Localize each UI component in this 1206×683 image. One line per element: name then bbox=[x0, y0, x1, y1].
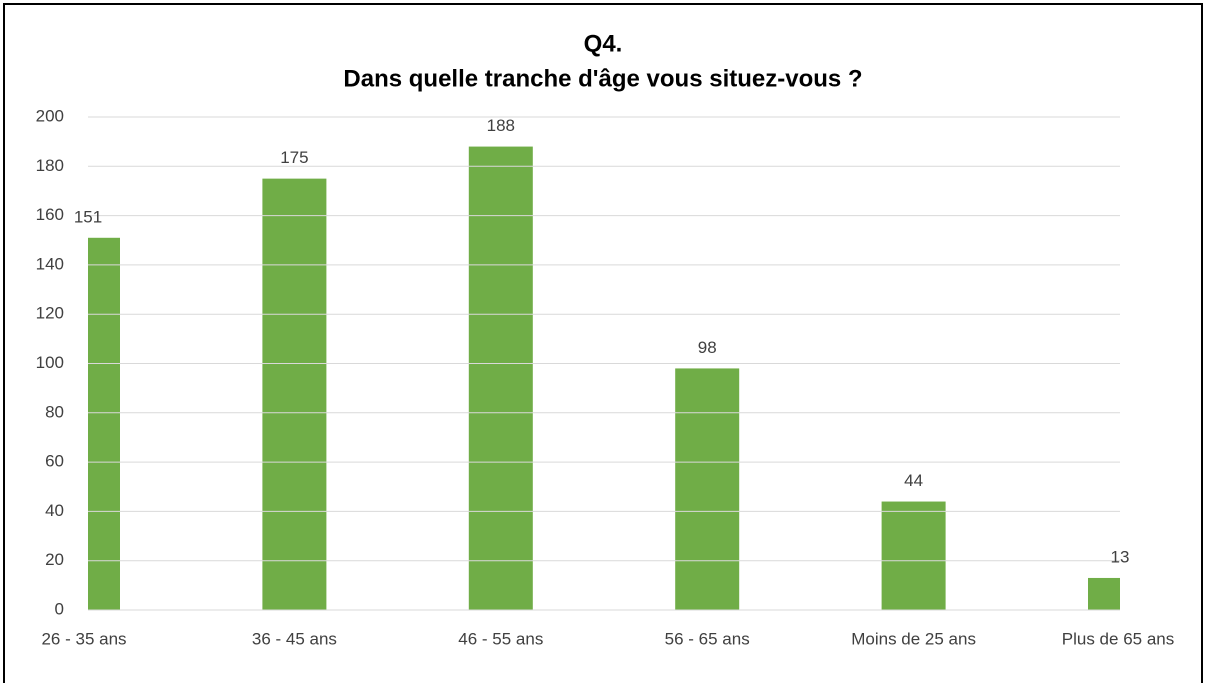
y-tick-label: 80 bbox=[45, 402, 64, 421]
y-tick-label: 20 bbox=[45, 550, 64, 569]
bars bbox=[88, 146, 1120, 610]
chart-title: Dans quelle tranche d'âge vous situez-vo… bbox=[343, 65, 862, 92]
bar bbox=[262, 178, 327, 610]
data-label: 98 bbox=[698, 338, 717, 357]
y-tick-label: 60 bbox=[45, 452, 64, 471]
x-tick-label: 26 - 35 ans bbox=[41, 629, 126, 648]
x-tick-label: 56 - 65 ans bbox=[665, 629, 750, 648]
data-label: 13 bbox=[1111, 547, 1130, 566]
y-tick-label: 40 bbox=[45, 501, 64, 520]
y-tick-label: 180 bbox=[36, 156, 64, 175]
y-tick-label: 0 bbox=[55, 599, 64, 618]
bar bbox=[88, 237, 120, 610]
y-tick-label: 100 bbox=[36, 353, 64, 372]
bar bbox=[881, 501, 946, 610]
chart-title: Q4. bbox=[584, 30, 623, 57]
data-label: 151 bbox=[74, 207, 102, 226]
bar bbox=[675, 368, 740, 610]
x-tick-label: Moins de 25 ans bbox=[851, 629, 976, 648]
bar bbox=[1088, 577, 1120, 610]
x-tick-label: 46 - 55 ans bbox=[458, 629, 543, 648]
x-tick-label: 36 - 45 ans bbox=[252, 629, 337, 648]
y-tick-label: 160 bbox=[36, 205, 64, 224]
data-label: 175 bbox=[280, 148, 308, 167]
bar bbox=[468, 146, 533, 610]
y-tick-label: 200 bbox=[36, 106, 64, 125]
y-tick-label: 120 bbox=[36, 304, 64, 323]
x-tick-label: Plus de 65 ans bbox=[1062, 629, 1174, 648]
data-label: 44 bbox=[904, 471, 923, 490]
frame bbox=[3, 3, 1203, 683]
data-label: 188 bbox=[487, 116, 515, 135]
y-tick-label: 140 bbox=[36, 254, 64, 273]
